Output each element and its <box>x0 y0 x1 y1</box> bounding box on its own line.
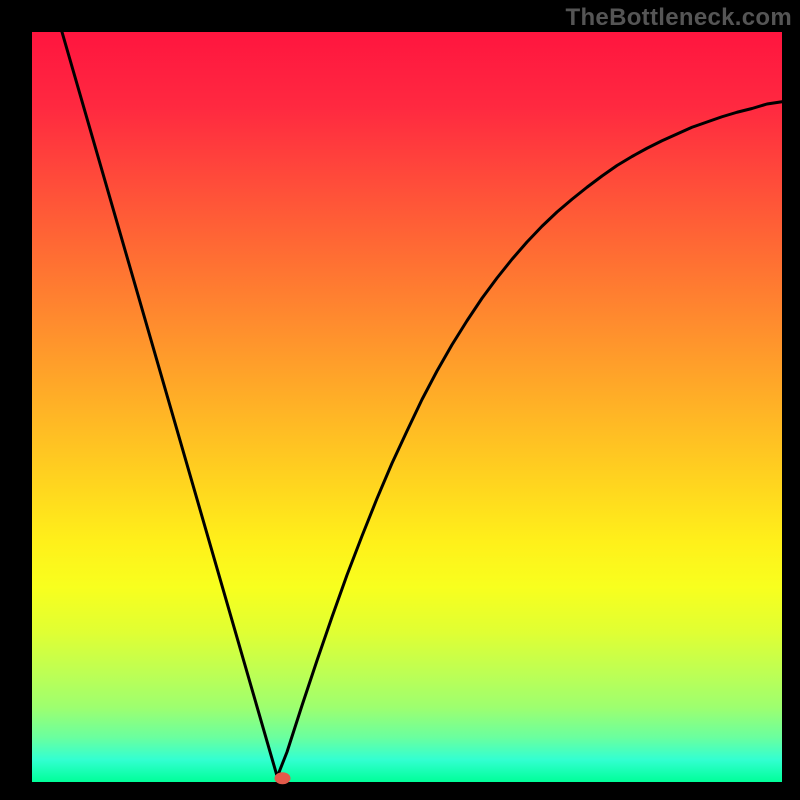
watermark-text: TheBottleneck.com <box>566 4 792 32</box>
bottleneck-chart <box>0 0 800 800</box>
chart-container: TheBottleneck.com <box>0 0 800 800</box>
optimum-marker <box>275 772 291 784</box>
chart-plot-background <box>32 32 782 782</box>
